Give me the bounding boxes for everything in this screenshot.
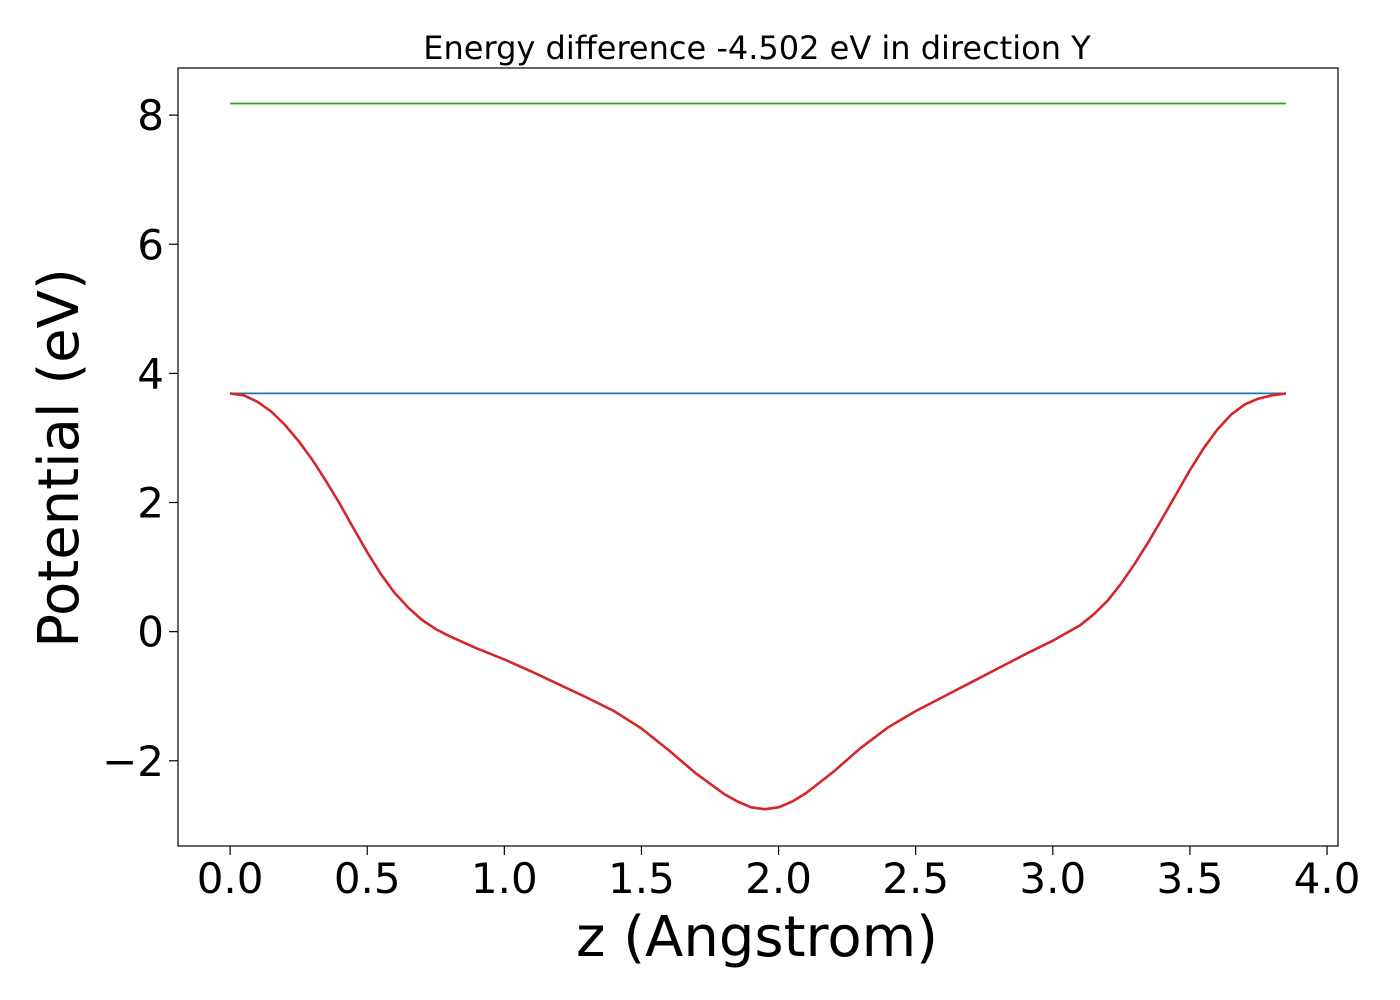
x-tick-label: 0.5	[334, 854, 401, 903]
x-axis-label: z (Angstrom)	[576, 905, 938, 970]
x-axis: 0.0 0.5 1.0 1.5 2.0 2.5 3.0 3.5 4.0	[197, 846, 1361, 903]
series-line-3	[229, 392, 1287, 811]
y-axis: −2 0 2 4 6 8	[102, 91, 178, 786]
x-tick-label: 0.0	[197, 854, 264, 903]
y-tick-label: −2	[102, 737, 164, 786]
plot-area	[229, 102, 1287, 811]
y-axis-label: Potential (eV)	[27, 268, 92, 648]
x-tick-label: 2.5	[882, 854, 949, 903]
y-tick-label: 2	[137, 479, 164, 528]
x-tick-label: 1.5	[608, 854, 675, 903]
x-tick-label: 3.5	[1157, 854, 1224, 903]
x-tick-label: 4.0	[1294, 854, 1361, 903]
y-tick-label: 6	[137, 220, 164, 269]
x-tick-label: 2.0	[745, 854, 812, 903]
y-tick-label: 0	[137, 608, 164, 657]
x-tick-label: 1.0	[471, 854, 538, 903]
axes-frame	[177, 67, 1339, 847]
chart-title: Energy difference -4.502 eV in direction…	[423, 29, 1091, 67]
y-tick-label: 4	[137, 349, 164, 398]
x-tick-label: 3.0	[1019, 854, 1086, 903]
y-tick-label: 8	[137, 91, 164, 140]
